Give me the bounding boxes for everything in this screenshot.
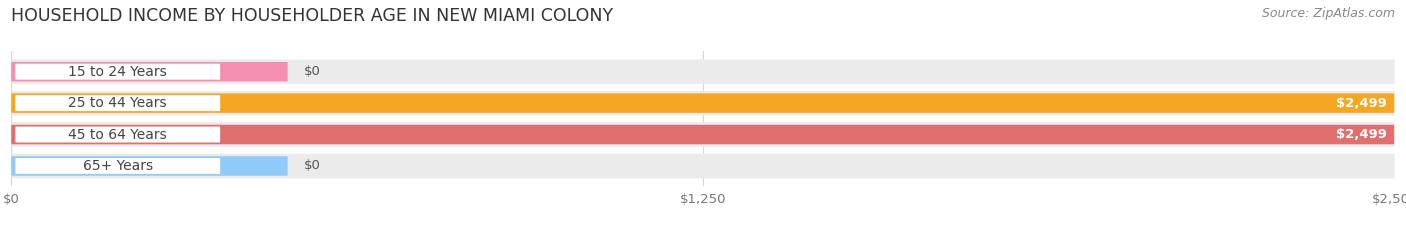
Text: Source: ZipAtlas.com: Source: ZipAtlas.com <box>1261 7 1395 20</box>
Text: 15 to 24 Years: 15 to 24 Years <box>69 65 167 79</box>
Text: $2,499: $2,499 <box>1337 128 1388 141</box>
Text: HOUSEHOLD INCOME BY HOUSEHOLDER AGE IN NEW MIAMI COLONY: HOUSEHOLD INCOME BY HOUSEHOLDER AGE IN N… <box>11 7 613 25</box>
FancyBboxPatch shape <box>15 127 221 143</box>
FancyBboxPatch shape <box>11 59 1395 84</box>
FancyBboxPatch shape <box>11 93 1395 113</box>
Text: 45 to 64 Years: 45 to 64 Years <box>69 127 167 141</box>
Text: $0: $0 <box>304 159 321 172</box>
FancyBboxPatch shape <box>15 95 221 111</box>
Text: $2,499: $2,499 <box>1337 97 1388 110</box>
FancyBboxPatch shape <box>11 125 1395 144</box>
Text: 25 to 44 Years: 25 to 44 Years <box>69 96 167 110</box>
FancyBboxPatch shape <box>11 62 288 81</box>
FancyBboxPatch shape <box>15 158 221 174</box>
FancyBboxPatch shape <box>11 156 288 176</box>
FancyBboxPatch shape <box>11 154 1395 178</box>
FancyBboxPatch shape <box>15 64 221 80</box>
FancyBboxPatch shape <box>11 91 1395 115</box>
Text: 65+ Years: 65+ Years <box>83 159 153 173</box>
FancyBboxPatch shape <box>11 122 1395 147</box>
Text: $0: $0 <box>304 65 321 78</box>
